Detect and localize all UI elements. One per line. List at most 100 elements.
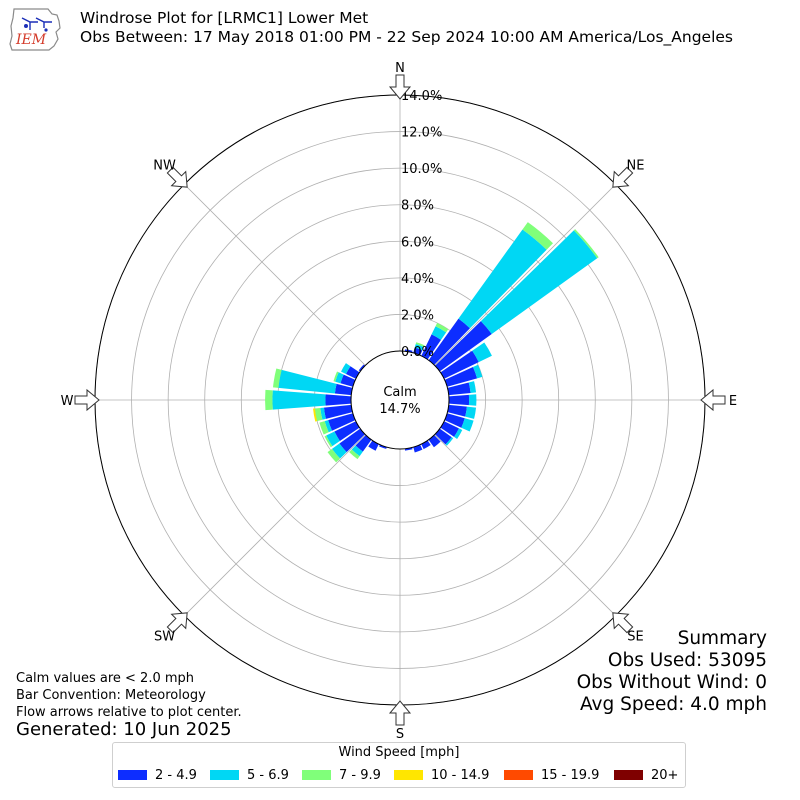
windrose-bar-segment <box>335 372 344 384</box>
windrose-bar-segment <box>341 363 351 374</box>
radial-tick-label: 2.0% <box>401 308 434 323</box>
windrose-bar-segment <box>447 382 471 396</box>
grid-ring <box>131 131 669 669</box>
radial-tick-label: 4.0% <box>401 272 434 287</box>
windrose-bar-segment <box>428 435 441 448</box>
flow-arrow-shape <box>166 166 188 188</box>
windrose-bar-segment <box>472 342 492 363</box>
windrose-bar-segment <box>414 344 424 351</box>
legend-swatch <box>210 770 239 780</box>
compass-label: E <box>729 394 737 409</box>
legend-label: 15 - 19.9 <box>541 768 600 783</box>
radial-tick-label: 0.0% <box>401 345 434 360</box>
windrose-bar-segment <box>345 366 360 379</box>
flow-arrow-shape <box>612 612 634 634</box>
windrose-bar-segment <box>325 394 352 406</box>
note-bar-convention: Bar Convention: Meteorology <box>16 688 206 703</box>
flow-arrow-icon <box>612 166 634 188</box>
windrose-bar-segment <box>448 394 470 406</box>
windrose-bar-segment <box>421 334 442 360</box>
windrose-bar-segment <box>461 418 474 432</box>
chart-title: Windrose Plot for [LRMC1] Lower Met <box>80 9 369 27</box>
grid-ring <box>240 240 560 560</box>
windrose-bar-segment <box>468 381 477 393</box>
windrose-bar-segment <box>334 383 353 396</box>
summary-heading: Summary <box>677 628 767 649</box>
flow-arrow-shape <box>74 388 100 412</box>
windrose-bar-segment <box>454 428 463 439</box>
generated-date: Generated: 10 Jun 2025 <box>16 719 232 740</box>
windrose-bar-segment <box>278 369 337 394</box>
flow-arrow-shape <box>612 166 634 188</box>
windrose-bar-segment <box>273 368 282 388</box>
windrose-bar-segment <box>327 448 341 463</box>
calm-value: 14.7% <box>379 402 420 417</box>
summary-avg-speed: Avg Speed: 4.0 mph <box>579 694 767 715</box>
legend-title: Wind Speed [mph] <box>338 745 460 760</box>
windrose-bar-segment <box>324 435 333 448</box>
windrose-bar-segment <box>265 389 273 411</box>
windrose-bar-segment <box>472 364 483 379</box>
windrose-bar-segment <box>522 222 553 250</box>
windrose-bar-segment <box>480 230 598 335</box>
radial-tick-label: 6.0% <box>401 235 434 250</box>
windrose-bar-segment <box>326 431 340 447</box>
windrose-bar-segment <box>428 318 470 365</box>
flow-arrow-shape <box>166 612 188 634</box>
flow-arrow-shape <box>700 388 726 412</box>
windrose-bar-segment <box>272 390 326 410</box>
flow-arrow-icon <box>166 612 188 634</box>
windrose-bar-segment <box>468 394 477 406</box>
compass-label: SW <box>154 629 175 644</box>
windrose-bar-segment <box>440 350 479 379</box>
compass-label: NE <box>626 159 644 174</box>
windrose-bar-segment <box>435 428 452 445</box>
windrose-bar-segment <box>573 229 599 259</box>
note-flow-arrows: Flow arrows relative to plot center. <box>16 705 242 720</box>
flow-arrow-icon <box>700 388 726 412</box>
windrose-bar-segment <box>444 413 465 428</box>
radial-tick-label: 8.0% <box>401 199 434 214</box>
grid-ring <box>167 167 633 633</box>
grid-spoke <box>184 434 366 616</box>
windrose-bar-segment <box>314 407 323 422</box>
windrose-bar-segment <box>319 421 329 435</box>
legend-swatch <box>394 770 423 780</box>
windrose-bar-segment <box>323 404 353 419</box>
windrose-bar-segment <box>379 444 387 449</box>
legend-item: 10 - 14.9 <box>394 768 489 783</box>
windrose-bar-segment <box>355 435 372 452</box>
windrose-bar-segment <box>445 437 454 446</box>
legend-item: 5 - 6.9 <box>210 768 289 783</box>
flow-arrow-icon <box>388 74 412 100</box>
windrose-bar-segment <box>333 371 339 382</box>
windrose-bar-segment <box>444 367 478 387</box>
legend-label: 10 - 14.9 <box>431 768 490 783</box>
windrose-bar-segment <box>431 326 447 340</box>
flow-arrow-shape <box>388 74 412 100</box>
note-calm-threshold: Calm values are < 2.0 mph <box>16 671 195 686</box>
legend-swatch <box>614 770 643 780</box>
radial-tick-label: 10.0% <box>401 162 442 177</box>
grid-spoke <box>434 434 616 616</box>
legend-item: 15 - 19.9 <box>504 768 599 783</box>
windrose-bar-segment <box>328 413 356 431</box>
windrose-bar-segment <box>331 443 347 459</box>
flow-arrow-icon <box>388 700 412 726</box>
compass-label: S <box>396 727 404 742</box>
summary-obs-used: Obs Used: 53095 <box>607 650 767 671</box>
legend-label: 7 - 9.9 <box>339 768 381 783</box>
flow-arrow-shape <box>388 700 412 726</box>
chart-subtitle: Obs Between: 17 May 2018 01:00 PM - 22 S… <box>80 28 733 46</box>
grid-ring <box>204 204 596 596</box>
compass-label: NW <box>153 159 176 174</box>
windrose-bar-segment <box>435 321 492 372</box>
grid-spoke <box>184 184 366 366</box>
windrose-bar-segment <box>358 364 365 372</box>
calm-circle <box>350 350 450 450</box>
summary-obs-without-wind: Obs Without Wind: 0 <box>576 672 767 693</box>
compass-label: W <box>61 394 74 409</box>
windrose-bar-segment <box>447 404 467 417</box>
legend-swatch <box>118 770 147 780</box>
